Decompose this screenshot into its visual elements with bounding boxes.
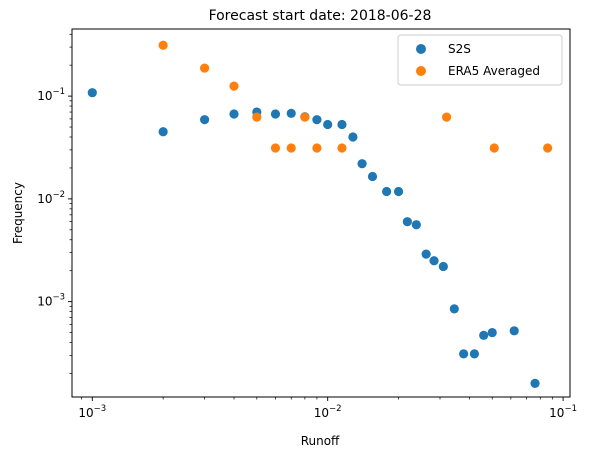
point-s2s [487,327,497,338]
point-era5 [158,40,168,50]
point-era5 [337,143,347,153]
point-s2s [270,109,281,119]
point-s2s [323,119,333,130]
y-tick-label: 10−1 [37,87,65,103]
point-s2s [530,378,540,389]
legend: S2S ERA5 Averaged [397,34,563,86]
point-s2s [438,261,448,272]
plot-area-frame [71,28,571,398]
point-era5 [229,81,239,91]
x-tick-label: 10−1 [549,404,577,420]
point-s2s [429,256,439,266]
point-s2s [357,159,367,169]
point-era5 [543,143,553,153]
point-s2s [312,115,322,125]
legend-marker-era5 [416,66,426,76]
point-era5 [270,143,281,153]
point-s2s [402,217,412,227]
legend-marker-s2s [416,44,426,54]
point-s2s [449,304,459,314]
point-era5 [489,143,499,153]
data-points [87,40,553,389]
x-tick-label: 10−3 [78,404,106,420]
point-s2s [286,108,296,118]
point-era5 [286,143,296,153]
point-s2s [469,349,479,359]
point-s2s [421,249,431,259]
point-era5 [200,63,210,73]
y-tick-label: 10−2 [37,190,65,206]
x-axis-ticks: 10−3 10−2 10−1 [78,397,577,420]
chart-title: Forecast start date: 2018-06-28 [209,8,432,24]
point-s2s [459,349,469,359]
legend-frame [397,34,563,86]
y-tick-label: 10−3 [37,293,65,309]
point-s2s [393,186,404,197]
legend-label-s2s: S2S [448,42,471,56]
point-era5 [252,112,262,122]
y-axis-ticks: 10−3 10−2 10−1 [37,33,72,374]
point-s2s [158,127,168,137]
point-s2s [382,186,392,197]
x-axis-label: Runoff [301,434,340,448]
point-s2s [509,326,519,336]
point-s2s [200,115,210,125]
point-s2s [229,109,239,119]
point-s2s [479,330,489,340]
x-tick-label: 10−2 [314,404,342,420]
point-era5 [442,112,452,122]
point-s2s [348,132,358,142]
point-era5 [300,112,310,122]
y-axis-label: Frequency [11,182,25,244]
point-s2s [411,220,421,230]
point-s2s [87,88,97,98]
point-s2s [337,119,347,130]
legend-label-era5: ERA5 Averaged [448,64,540,78]
point-era5 [312,143,322,153]
point-s2s [367,171,378,182]
